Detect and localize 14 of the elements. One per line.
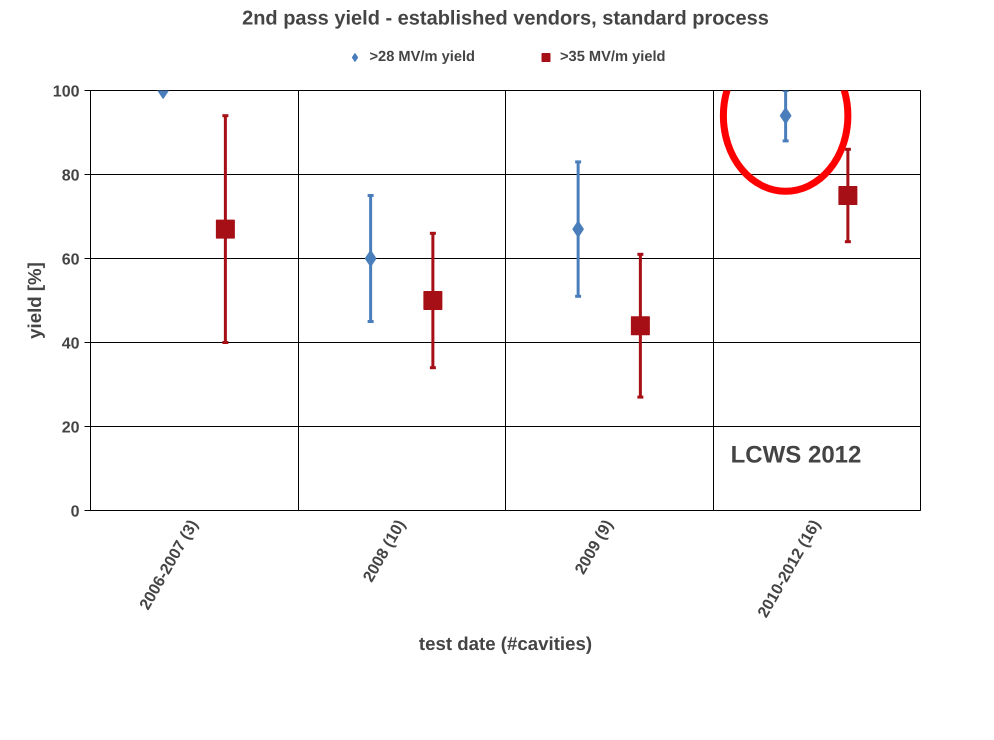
y-axis-title: yield [%] bbox=[24, 262, 45, 339]
y-tick-label: 80 bbox=[62, 168, 80, 184]
x-axis-title: test date (#cavities) bbox=[418, 632, 592, 654]
y-tick-label: 100 bbox=[52, 84, 80, 100]
y-tick-label: 60 bbox=[62, 252, 80, 268]
y-tick-label: 40 bbox=[62, 336, 80, 352]
legend-label: >35 MV/m yield bbox=[560, 49, 666, 65]
legend-label: >28 MV/m yield bbox=[370, 49, 475, 65]
x-tick-label: 2009 (9) bbox=[572, 517, 617, 578]
chart-title: 2nd pass yield - established vendors, standard process bbox=[242, 8, 769, 30]
y-tick-label: 20 bbox=[62, 420, 80, 436]
x-tick-label: 2008 (10) bbox=[360, 517, 410, 586]
annotation: LCWS 2012 bbox=[730, 442, 862, 468]
y-tick-label: 0 bbox=[70, 504, 80, 520]
